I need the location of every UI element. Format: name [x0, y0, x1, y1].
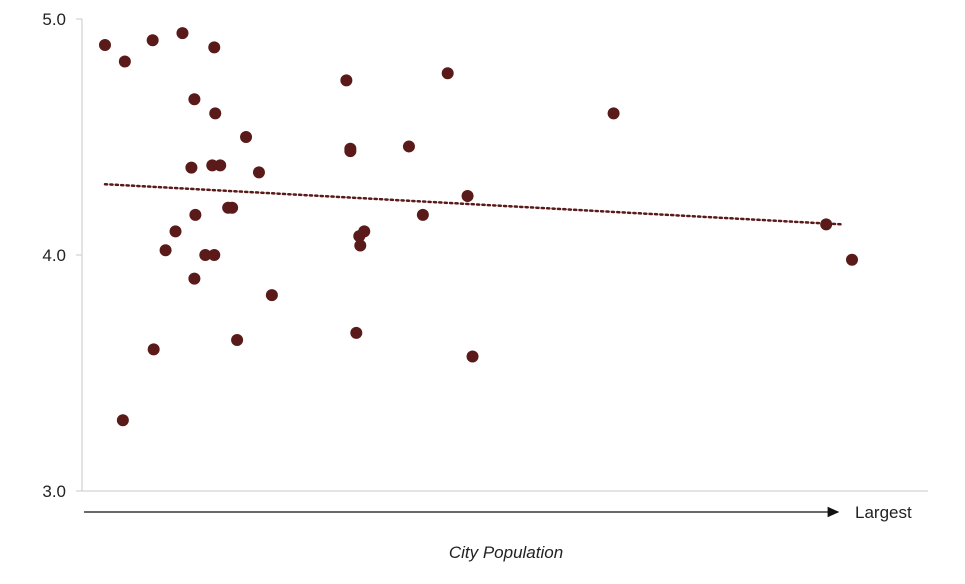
data-point — [116, 414, 129, 427]
data-point — [206, 159, 219, 172]
data-point — [846, 253, 858, 266]
data-point — [265, 289, 278, 302]
data-point — [176, 27, 189, 40]
data-point — [185, 161, 198, 174]
data-point — [199, 249, 212, 261]
data-point — [231, 333, 244, 346]
data-point — [820, 218, 833, 231]
data-point — [340, 74, 353, 87]
data-point — [118, 55, 131, 68]
data-point — [240, 131, 253, 143]
data-point — [209, 107, 222, 120]
data-point — [466, 350, 479, 363]
data-point — [188, 93, 201, 106]
data-point — [344, 142, 357, 155]
data-points — [98, 27, 858, 427]
data-point — [147, 343, 160, 356]
data-point — [189, 208, 202, 221]
data-point — [208, 249, 221, 261]
trendline — [103, 182, 843, 226]
data-point — [208, 41, 221, 54]
y-tick-label-5: 5.0 — [42, 10, 66, 29]
data-point — [159, 244, 172, 257]
data-point — [402, 140, 415, 153]
data-point — [358, 225, 371, 238]
x-axis-end-label: Largest — [855, 503, 912, 522]
data-point — [226, 201, 239, 214]
data-point — [416, 208, 429, 221]
data-point — [146, 34, 159, 47]
data-point — [188, 272, 201, 285]
x-axis-title: City Population — [449, 543, 563, 562]
data-point — [354, 239, 367, 252]
data-point — [350, 326, 363, 339]
data-point — [252, 166, 265, 179]
data-point — [461, 190, 474, 202]
data-point — [98, 38, 111, 51]
y-tick-label-4: 4.0 — [42, 246, 66, 265]
data-point — [169, 225, 182, 238]
data-point — [441, 67, 454, 80]
data-point — [607, 107, 620, 120]
y-tick-label-3: 3.0 — [42, 482, 66, 501]
